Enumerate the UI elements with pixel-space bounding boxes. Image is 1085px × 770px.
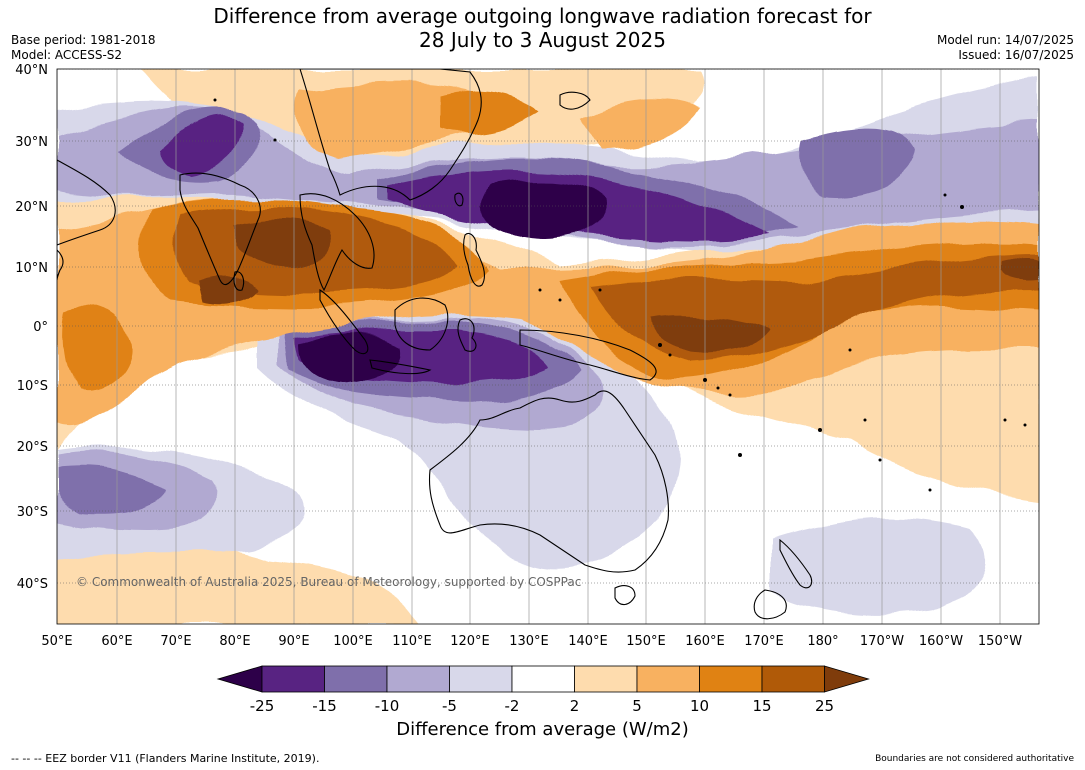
eez-legend: -- -- -- EEZ border V11 (Flanders Marine… (11, 752, 320, 765)
colorbar-tick-label: 10 (690, 697, 709, 715)
latitude-label: 30°S (17, 505, 48, 520)
coast-philippines (463, 232, 485, 287)
longitude-label: 180° (807, 634, 838, 649)
colorbar-segment (761, 665, 825, 693)
title-line-2: 28 July to 3 August 2025 (419, 28, 666, 52)
colorbar-segment (386, 665, 450, 693)
model-run: Model run: 14/07/2025 (936, 33, 1074, 47)
copyright-notice: © Commonwealth of Australia 2025, Bureau… (76, 575, 581, 589)
longitude-label: 60°E (101, 634, 132, 649)
negative-field-very-strong (160, 114, 770, 383)
longitude-labels: 50°E 60°E 70°E 80°E 90°E 100°E 110°E 120°E 130°E… (41, 634, 1022, 649)
latitude-label: 0° (33, 320, 48, 335)
colorbar-tick-label: 5 (632, 697, 642, 715)
colorbar-tick-label: -10 (375, 697, 400, 715)
colorbar-max-extension (824, 665, 870, 693)
coast-australia (428, 390, 669, 573)
coast-borneo (394, 297, 449, 351)
anomaly-fields (57, 69, 1039, 624)
colorbar: -25 -15 -10 -5 -2 2 5 10 15 25 (216, 665, 870, 715)
longitude-label: 170°E (744, 634, 784, 649)
colorbar-segment (261, 665, 325, 693)
latitude-label: 40°S (17, 577, 48, 592)
longitude-label: 100°E (333, 634, 373, 649)
latitude-label: 10°S (17, 379, 48, 394)
longitude-label: 150°W (978, 634, 1022, 649)
longitude-label: 140°E (568, 634, 608, 649)
longitude-label: 70°E (160, 634, 191, 649)
coast-new-guinea (519, 329, 657, 381)
colorbar-tick-label: -15 (312, 697, 337, 715)
colorbar-tick-label: -2 (505, 697, 520, 715)
longitude-label: 50°E (41, 634, 72, 649)
title-line-1: Difference from average outgoing longwav… (213, 4, 872, 28)
longitude-label: 80°E (219, 634, 250, 649)
positive-field-extreme (200, 218, 1039, 353)
meta-left: Base period: 1981-2018 Model: ACCESS-S2 (11, 33, 156, 63)
coast-java (369, 359, 432, 375)
colorbar-unit-label: Difference from average (W/m2) (396, 719, 689, 740)
latitude-labels: 40°N 30°N 20°N 10°N 0° 10°S 20°S 30°S 40°S (15, 63, 48, 592)
coast-sumatra (319, 288, 369, 355)
colorbar-tick-label: 25 (815, 697, 834, 715)
map-plot-area: © Commonwealth of Australia 2025, Bureau… (57, 69, 1039, 624)
latitude-label: 20°N (15, 200, 48, 215)
pacific-islands (213, 98, 1027, 492)
coast-new-zealand (753, 538, 813, 620)
negative-field-light-se (770, 519, 985, 614)
coast-india (179, 172, 261, 285)
coast-indochina (299, 193, 375, 292)
coast-tasmania (614, 585, 636, 606)
coast-taiwan (454, 192, 464, 207)
longitude-label: 110°E (392, 634, 432, 649)
colorbar-tick-label: 2 (570, 697, 580, 715)
colorbar-segment (449, 665, 513, 693)
colorbar-segment (574, 665, 638, 693)
model-name: Model: ACCESS-S2 (11, 48, 123, 62)
coastlines (57, 69, 813, 620)
latitude-label: 10°N (15, 261, 48, 276)
map-frame (56, 68, 1040, 625)
longitude-label: 130°E (509, 634, 549, 649)
latitude-label: 40°N (15, 63, 48, 78)
colorbar-min-extension (216, 665, 263, 693)
colorbar-tick-label: 15 (752, 697, 771, 715)
longitude-label: 160°E (685, 634, 725, 649)
colorbar-segment (324, 665, 388, 693)
colorbar-tick-label: -25 (250, 697, 275, 715)
issued-date: Issued: 16/07/2025 (958, 48, 1074, 62)
colorbar-segment (511, 665, 575, 693)
colorbar-tick-label: -5 (442, 697, 457, 715)
disclaimer: Boundaries are not considered authoritat… (875, 754, 1074, 764)
chart-title: Difference from average outgoing longwav… (0, 4, 1085, 52)
graticule (57, 69, 1039, 624)
coast-china (299, 69, 482, 201)
base-period: Base period: 1981-2018 (11, 33, 156, 47)
longitude-label: 170°W (860, 634, 904, 649)
meta-right: Model run: 14/07/2025 Issued: 16/07/2025 (937, 33, 1074, 63)
latitude-label: 20°S (17, 440, 48, 455)
negative-field-extreme (300, 180, 611, 382)
coast-japan (559, 91, 591, 110)
colorbar-segment (636, 665, 700, 693)
positive-field-south (57, 543, 420, 624)
latitude-label: 30°N (15, 135, 48, 150)
negative-field-strong-sw (57, 468, 165, 513)
longitude-label: 120°E (450, 634, 490, 649)
coast-sri-lanka (233, 271, 245, 291)
coast-sulawesi (457, 318, 477, 352)
colorbar-segment (699, 665, 763, 693)
longitude-label: 160°W (919, 634, 963, 649)
longitude-label: 90°E (278, 634, 309, 649)
longitude-label: 150°E (626, 634, 666, 649)
coast-arabia (57, 159, 116, 246)
